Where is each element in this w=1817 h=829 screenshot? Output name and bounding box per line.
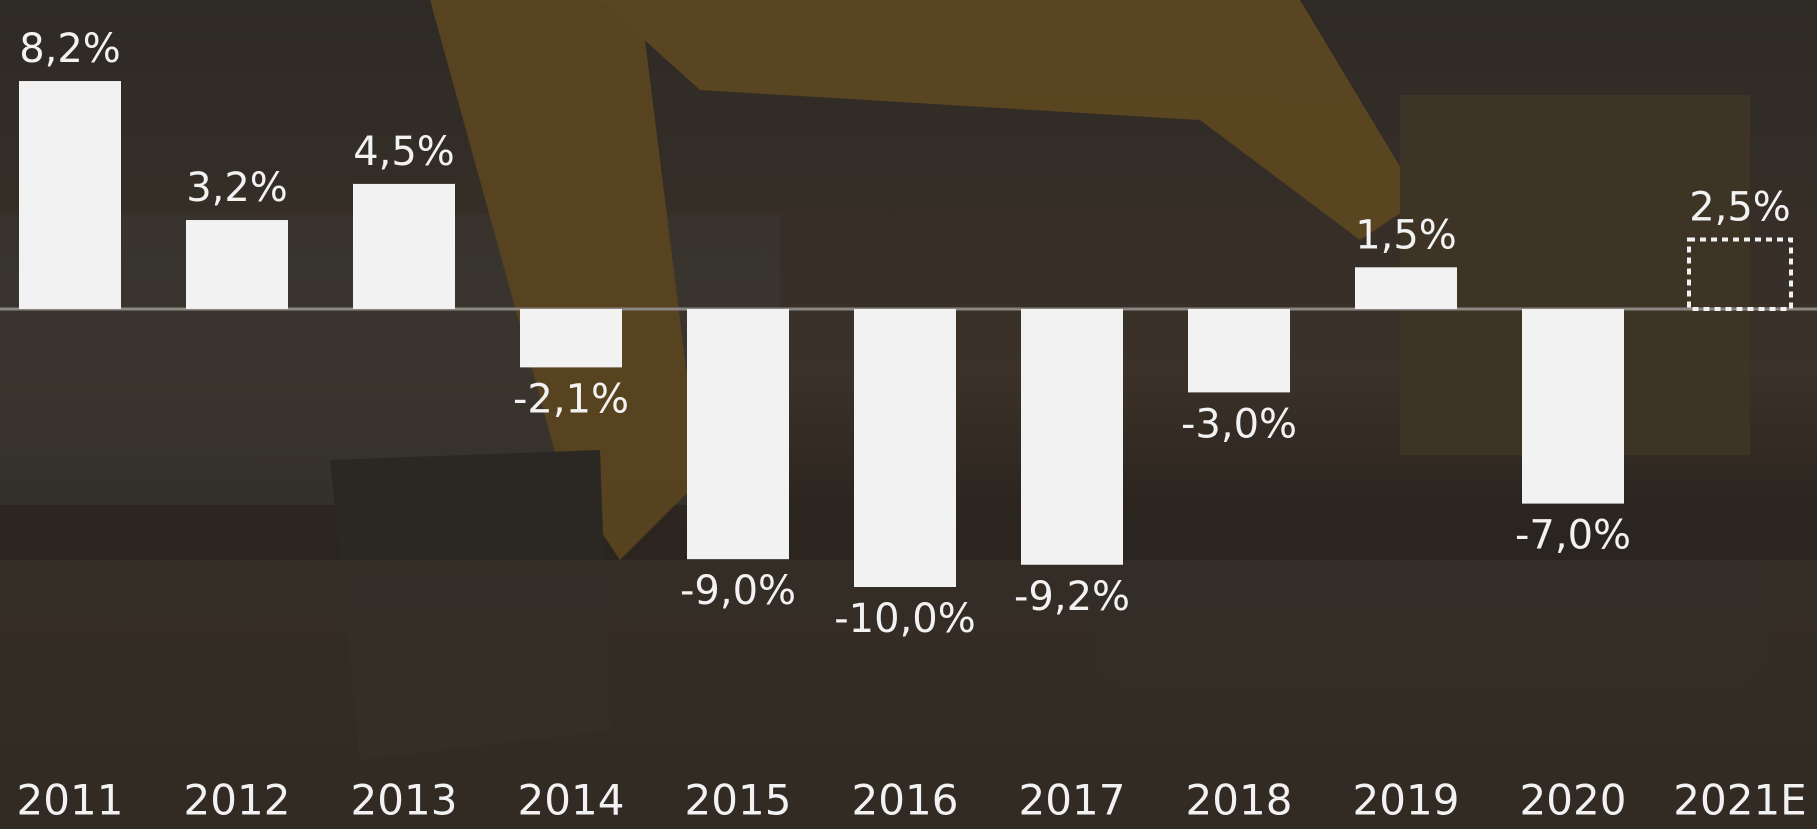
value-label: 8,2%: [19, 26, 121, 72]
page: {"chart_data": {"type": "bar", "categori…: [0, 0, 1817, 829]
x-tick-label: 2018: [1186, 776, 1293, 825]
x-tick-label: 2017: [1019, 776, 1126, 825]
value-label: 3,2%: [186, 165, 288, 211]
x-tick-label: 2014: [518, 776, 625, 825]
bar: [353, 184, 455, 309]
bar: [19, 81, 121, 309]
bar: [854, 309, 956, 587]
x-tick-label: 2019: [1353, 776, 1460, 825]
value-label: -7,0%: [1515, 513, 1631, 559]
bar: [1188, 309, 1290, 392]
value-label: 1,5%: [1355, 212, 1457, 258]
value-label: 2,5%: [1689, 185, 1791, 231]
x-tick-label: 2021E: [1673, 776, 1806, 825]
bar: [1355, 267, 1457, 309]
x-tick-label: 2012: [184, 776, 291, 825]
x-tick-label: 2011: [17, 776, 124, 825]
value-label: -9,2%: [1014, 574, 1130, 620]
bar: [1021, 309, 1123, 565]
chart: 8,2% 2011 3,2% 2012 4,5% 2013 -2,1% 2014 -9,0% 20…: [0, 0, 1817, 829]
bar: [1522, 309, 1624, 504]
x-tick-label: 2013: [351, 776, 458, 825]
bar: [186, 220, 288, 309]
x-tick-label: 2015: [685, 776, 792, 825]
bar: [687, 309, 789, 559]
value-label: -9,0%: [680, 568, 796, 614]
x-tick-label: 2016: [852, 776, 959, 825]
value-label: -10,0%: [834, 596, 976, 642]
bar: [520, 309, 622, 367]
value-label: -2,1%: [513, 376, 629, 422]
x-tick-label: 2020: [1520, 776, 1627, 825]
value-label: -3,0%: [1181, 401, 1297, 447]
value-label: 4,5%: [353, 129, 455, 175]
